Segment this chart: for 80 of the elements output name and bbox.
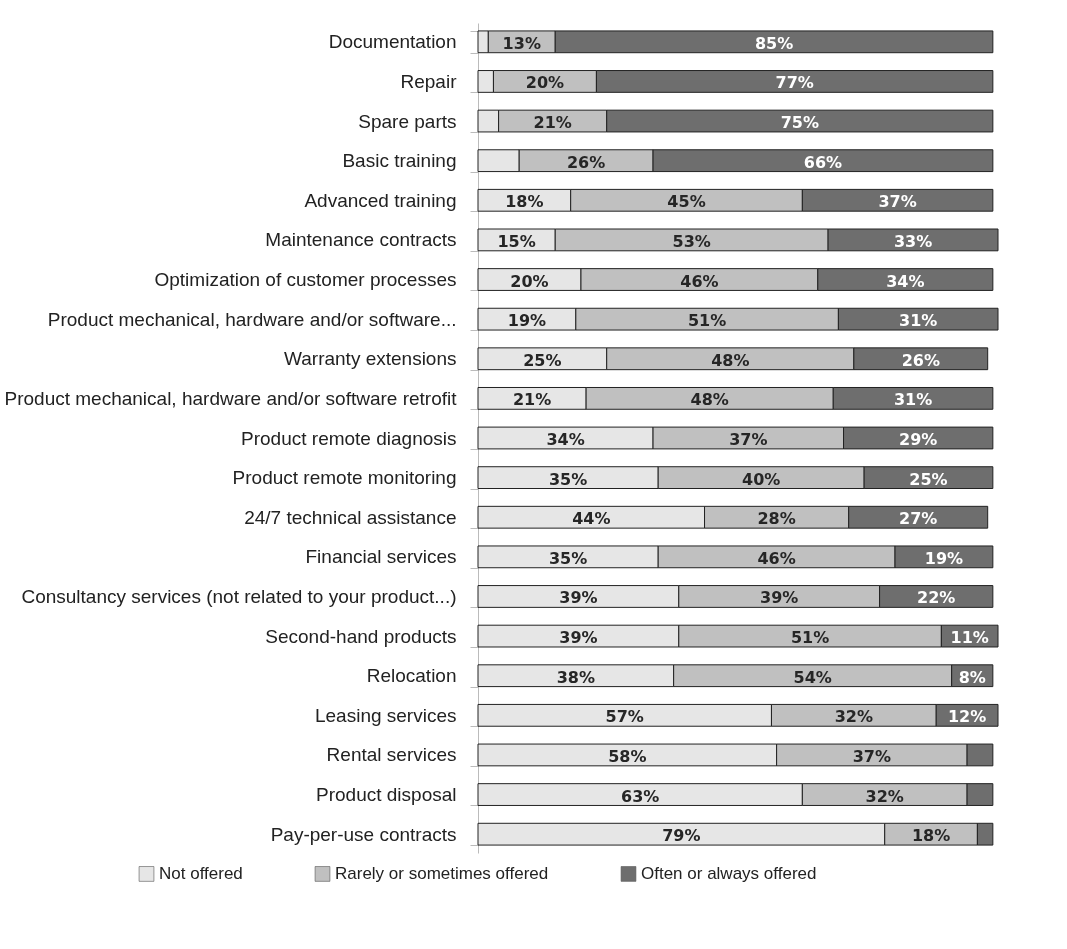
data-label: 32% (865, 786, 904, 806)
y-tick-label: Repair (400, 70, 458, 92)
y-tick-label: Leasing services (314, 704, 457, 726)
data-label: 46% (680, 271, 719, 291)
data-label: 34% (546, 430, 585, 449)
y-tick-label: Product remote diagnosis (241, 427, 457, 449)
data-label: 75% (780, 113, 819, 133)
data-label: 53% (672, 231, 711, 251)
data-label: 25% (523, 350, 562, 370)
y-tick-label: Second-hand products (265, 625, 457, 647)
y-tick-label: Product disposal (316, 784, 457, 806)
data-label: 28% (757, 509, 796, 529)
data-label: 77% (775, 73, 814, 93)
data-label: 19% (507, 311, 547, 331)
data-label: 27% (899, 509, 938, 529)
data-label: 35% (548, 548, 588, 568)
data-label: 19% (924, 548, 964, 568)
y-tick-label: Product mechanical, hardware and/or software... (47, 308, 457, 330)
data-label: 39% (559, 628, 598, 648)
data-label: 34% (886, 271, 925, 291)
data-label: 45% (667, 192, 706, 212)
data-label: 29% (899, 430, 938, 449)
y-tick-label: Spare parts (358, 110, 457, 132)
data-label: 11% (950, 628, 989, 648)
y-tick-label: Product mechanical, hardware and/or software retrofit (4, 387, 458, 409)
data-label: 31% (899, 311, 938, 331)
y-tick-label: Financial services (305, 546, 457, 568)
data-label: 38% (556, 667, 595, 687)
y-tick-label: Optimization of customer processes (154, 269, 457, 291)
data-label: 39% (760, 588, 799, 608)
data-label: 37% (852, 746, 892, 766)
data-label: 12% (947, 707, 987, 727)
data-label: 51% (790, 628, 830, 648)
data-label: 85% (754, 33, 794, 53)
legend-label: Not offered (159, 863, 243, 883)
y-tick-label: Basic training (342, 150, 457, 172)
data-label: 31% (893, 390, 933, 410)
y-tick-label: Consultancy services (not related to your product...) (21, 585, 457, 607)
data-label: 32% (834, 707, 873, 727)
data-label: 37% (878, 192, 917, 212)
data-label: 57% (605, 707, 644, 727)
data-label: 18% (911, 826, 951, 846)
data-label: 48% (711, 350, 750, 370)
y-tick-label: Warranty extensions (284, 348, 457, 370)
data-label: 46% (757, 548, 796, 568)
y-tick-label: 24/7 technical assistance (244, 506, 457, 528)
legend-label: Often or always offered (641, 863, 817, 883)
data-label: 58% (608, 746, 647, 766)
data-label: 22% (917, 588, 956, 608)
y-tick-label: Rental services (326, 744, 457, 766)
data-label: 37% (729, 430, 768, 449)
y-tick-label: Advanced training (304, 189, 457, 211)
data-label: 18% (505, 192, 544, 212)
data-label: 33% (893, 231, 933, 251)
data-label: 79% (662, 826, 701, 846)
data-label: 63% (621, 786, 660, 806)
data-label: 66% (803, 152, 843, 172)
y-tick-label: Pay-per-use contracts (270, 823, 457, 845)
data-label: 20% (510, 271, 549, 291)
data-label: 39% (559, 588, 598, 608)
data-label: 48% (690, 390, 729, 410)
data-label: 25% (909, 469, 948, 489)
y-tick-label: Product remote monitoring (232, 467, 457, 489)
data-label: 15% (497, 231, 536, 251)
y-tick-label: Relocation (366, 665, 457, 687)
data-label: 35% (548, 469, 588, 489)
data-label: 26% (901, 350, 940, 370)
data-label: 44% (572, 509, 611, 529)
data-label: 8% (958, 667, 986, 687)
data-label: 26% (566, 152, 606, 172)
data-label: 13% (502, 33, 541, 53)
data-label: 21% (512, 390, 552, 410)
data-label: 40% (742, 469, 781, 489)
y-tick-label: Documentation (328, 31, 457, 53)
data-label: 20% (525, 73, 565, 93)
data-label: 51% (687, 311, 727, 331)
y-tick-label: Maintenance contracts (265, 229, 457, 251)
data-label: 21% (533, 113, 572, 133)
data-label: 54% (793, 667, 832, 687)
legend-label: Rarely or sometimes offered (335, 863, 549, 883)
